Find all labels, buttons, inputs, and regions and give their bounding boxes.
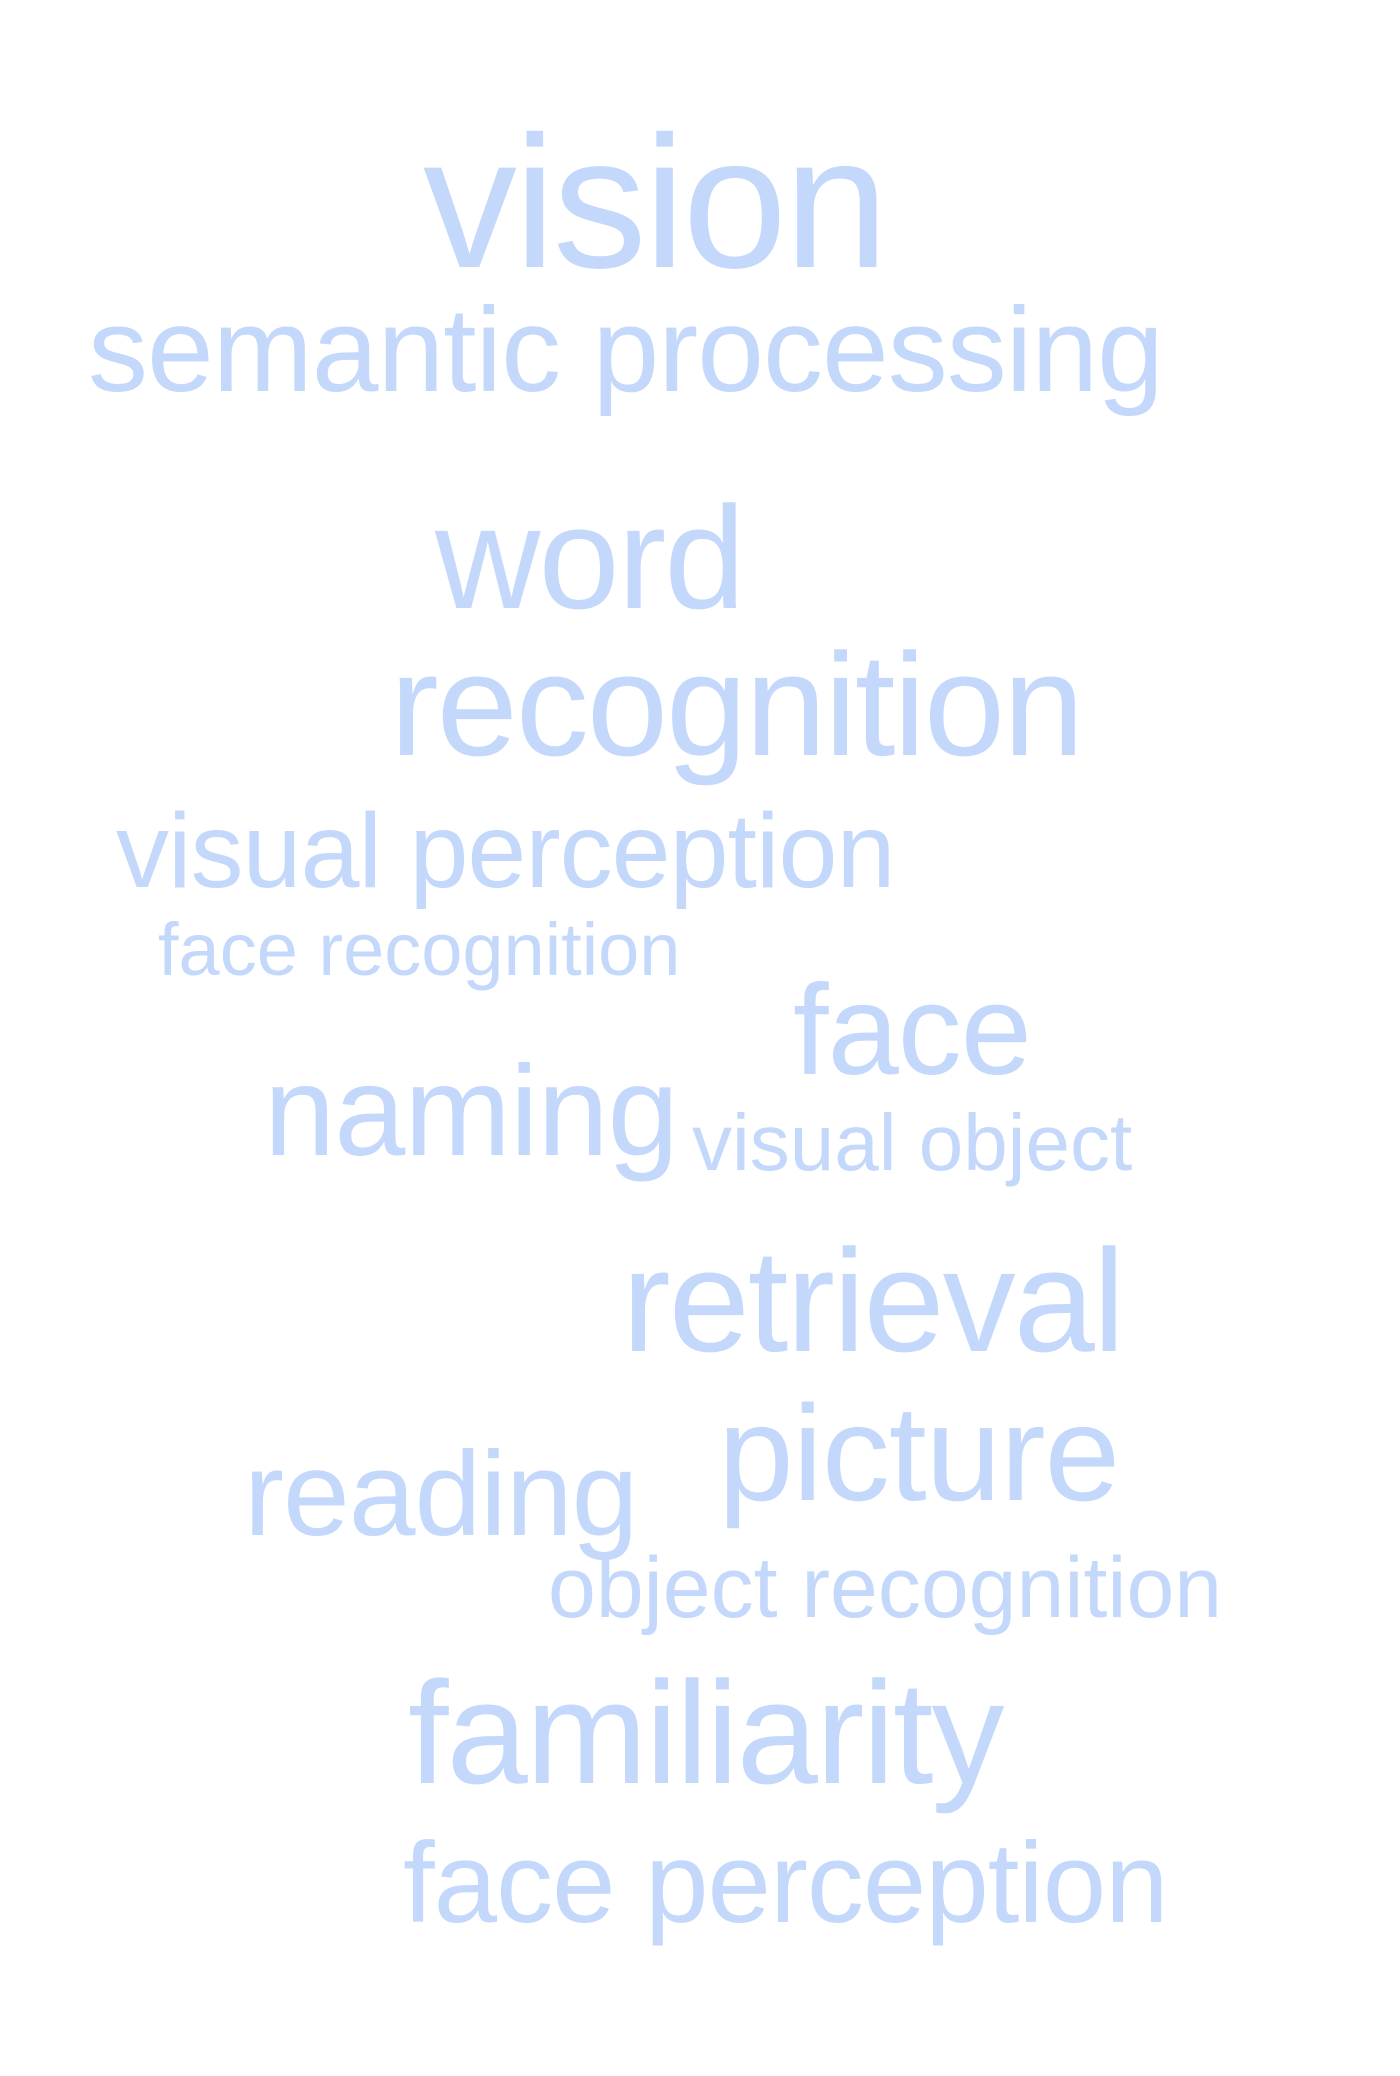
word-word: word [435, 476, 745, 639]
word-vision: vision [423, 97, 889, 307]
word-face-perception: face perception [403, 1820, 1169, 1947]
word-object-recognition: object recognition [548, 1540, 1223, 1636]
word-picture: picture [718, 1377, 1120, 1529]
word-reading: reading [244, 1427, 638, 1561]
word-visual-object: visual object [692, 1098, 1133, 1187]
word-retrieval: retrieval [622, 1219, 1125, 1382]
word-naming: naming [264, 1040, 679, 1183]
word-face: face [793, 959, 1032, 1102]
word-recognition: recognition [390, 623, 1084, 786]
word-familiarity: familiarity [408, 1651, 1005, 1814]
word-visual-perception: visual perception [116, 792, 895, 910]
word-semantic-processing: semantic processing [88, 283, 1164, 417]
word-face-recognition: face recognition [158, 908, 681, 991]
